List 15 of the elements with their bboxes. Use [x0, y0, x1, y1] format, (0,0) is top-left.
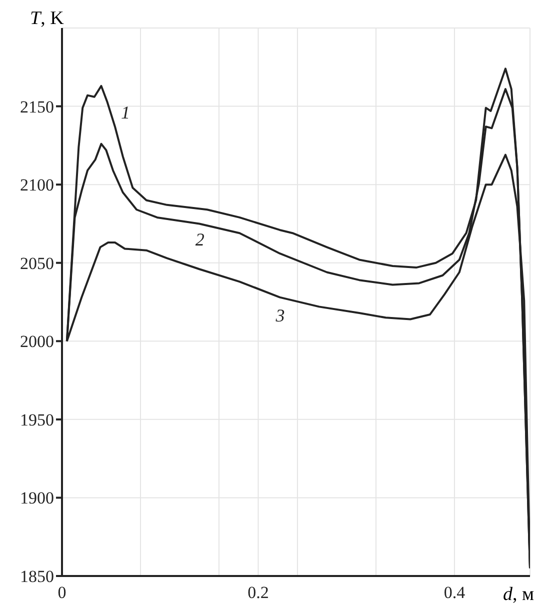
y-tick-label: 2050	[20, 254, 54, 273]
y-tick-label: 2000	[20, 332, 54, 352]
y-axis-title: T, K	[30, 8, 64, 30]
x-axis-title: d, м	[502, 584, 534, 606]
y-tick-label: 1950	[20, 410, 54, 430]
x-tick-label: 0	[58, 583, 66, 602]
y-tick-label: 1850	[20, 567, 54, 586]
y-tick-label: 2150	[20, 97, 54, 116]
x-tick-label: 0.4	[444, 583, 466, 602]
series-label: 3	[274, 305, 285, 326]
y-tick-label: 2100	[20, 176, 54, 195]
series-label: 1	[120, 102, 130, 123]
x-tick-label: 0.2	[248, 583, 269, 602]
y-tick-label: 1900	[20, 488, 54, 508]
series-label: 2	[195, 230, 204, 250]
